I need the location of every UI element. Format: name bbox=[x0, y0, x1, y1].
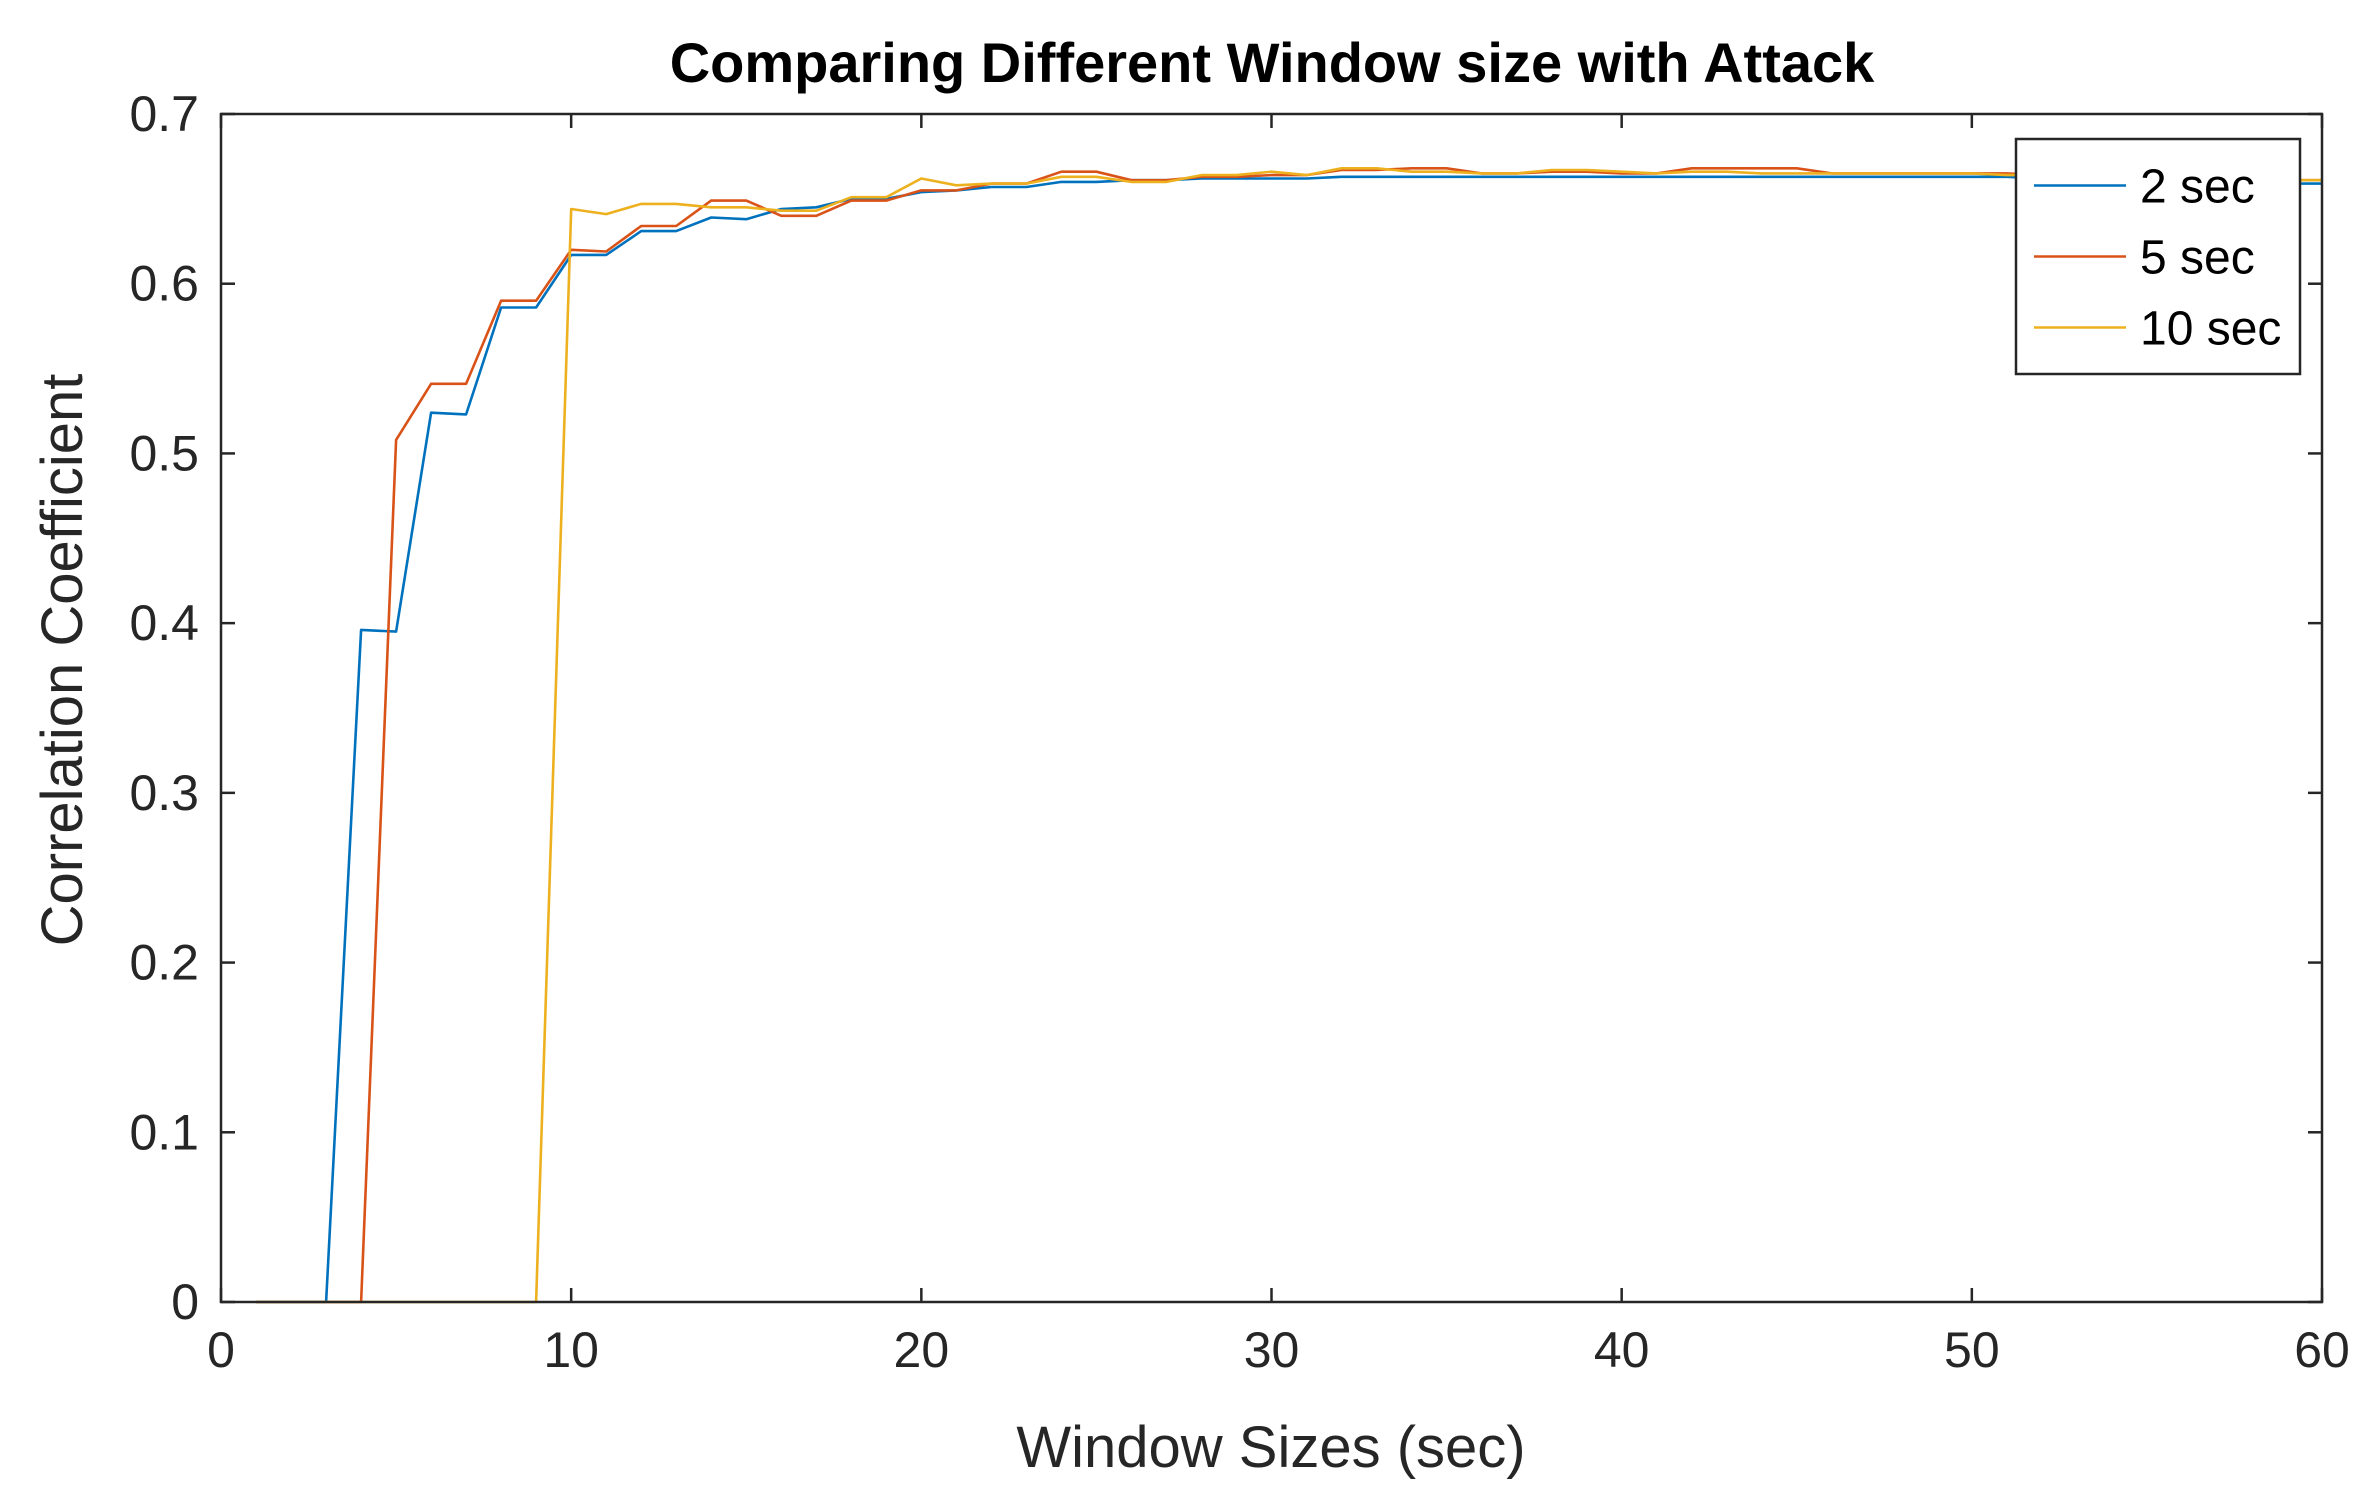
y-tick-label: 0.1 bbox=[129, 1104, 199, 1160]
y-tick-label: 0.6 bbox=[129, 256, 199, 312]
x-tick-label: 60 bbox=[2294, 1322, 2350, 1378]
y-tick-label: 0.7 bbox=[129, 86, 199, 142]
legend-label: 5 sec bbox=[2140, 232, 2255, 285]
y-tick-label: 0.2 bbox=[129, 935, 199, 991]
plot-area bbox=[256, 167, 2322, 1304]
series-line-2-sec bbox=[256, 175, 2322, 1304]
y-axis-label: Correlation Coefficient bbox=[30, 374, 95, 947]
x-tick-label: 10 bbox=[543, 1322, 599, 1378]
x-tick-label: 0 bbox=[207, 1322, 235, 1378]
legend-label: 2 sec bbox=[2140, 161, 2255, 214]
axis-ticks: 0 10 20 30 40 50 60 0 0.1 0.2 0.3 0.4 0.5 0.6 0.7 bbox=[129, 86, 2349, 1378]
chart-title: Comparing Different Window size with Att… bbox=[670, 31, 1875, 94]
legend: 2 sec 5 sec 10 sec bbox=[2014, 137, 2302, 376]
x-axis-label: Window Sizes (sec) bbox=[1016, 1415, 1525, 1480]
x-tick-label: 20 bbox=[894, 1322, 950, 1378]
y-tick-label: 0.5 bbox=[129, 425, 199, 481]
series-line-10-sec bbox=[256, 167, 2322, 1304]
x-tick-label: 30 bbox=[1244, 1322, 1300, 1378]
legend-label: 10 sec bbox=[2140, 303, 2281, 356]
x-tick-label: 50 bbox=[1944, 1322, 2000, 1378]
y-tick-label: 0.4 bbox=[129, 595, 199, 651]
x-tick-label: 40 bbox=[1594, 1322, 1650, 1378]
y-tick-label: 0 bbox=[171, 1274, 199, 1330]
y-tick-label: 0.3 bbox=[129, 765, 199, 821]
